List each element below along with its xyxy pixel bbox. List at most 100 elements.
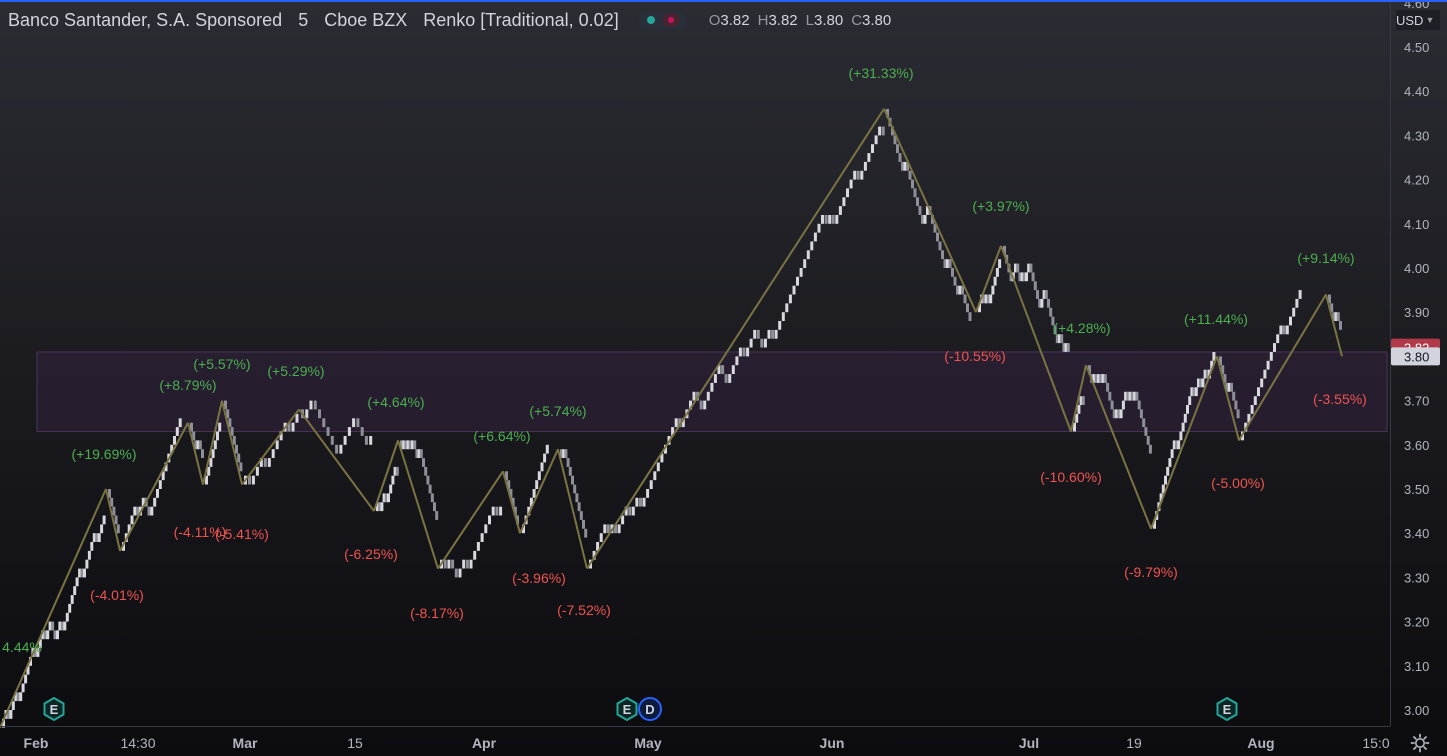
renko-brick — [175, 427, 179, 436]
renko-brick — [1336, 312, 1340, 321]
renko-brick — [178, 418, 182, 428]
renko-brick — [11, 701, 15, 710]
renko-brick — [916, 197, 919, 207]
price-tick-label: 4.10 — [1404, 217, 1429, 232]
renko-brick — [573, 484, 577, 494]
renko-brick — [1108, 391, 1112, 401]
currency-select[interactable]: USD ▼ — [1396, 10, 1440, 30]
renko-brick — [488, 515, 491, 525]
price-badge-shape — [1391, 347, 1440, 366]
renko-brick — [1112, 409, 1116, 419]
renko-brick — [881, 126, 885, 136]
renko-brick — [649, 480, 653, 489]
data-status-icon — [662, 13, 679, 27]
renko-brick — [692, 391, 696, 401]
time-tick-label: Jul — [1019, 735, 1039, 751]
renko-brick — [860, 170, 864, 180]
renko-brick — [1190, 387, 1194, 397]
time-tick-label: Apr — [472, 735, 497, 751]
renko-brick — [263, 458, 267, 467]
renko-brick — [689, 400, 692, 410]
renko-brick — [562, 449, 566, 458]
renko-brick — [1126, 391, 1130, 401]
renko-brick — [584, 528, 588, 538]
renko-brick — [271, 449, 275, 458]
renko-brick — [1328, 294, 1331, 304]
renko-brick — [995, 268, 999, 277]
symbol-title[interactable]: Banco Santander, S.A. Sponsored — [8, 9, 283, 30]
renko-brick — [931, 215, 934, 224]
renko-brick — [156, 489, 159, 498]
renko-brick — [678, 418, 682, 428]
ohlc-open-value: 3.82 — [720, 11, 750, 29]
renko-brick — [1014, 263, 1017, 273]
renko-brick — [1295, 298, 1299, 308]
renko-brick — [635, 497, 639, 507]
settings-button[interactable] — [1408, 731, 1432, 755]
chart-header: Banco Santander, S.A. Sponsored 5 Cboe B… — [8, 8, 891, 32]
renko-brick — [1044, 290, 1048, 299]
renko-brick — [639, 497, 642, 507]
renko-brick — [1146, 436, 1150, 445]
renko-brick — [760, 338, 764, 348]
renko-brick — [1292, 307, 1296, 317]
renko-brick — [1106, 382, 1110, 392]
renko-brick — [1273, 343, 1276, 352]
swing-percent-label: (-10.55%) — [944, 348, 1005, 364]
renko-brick — [893, 135, 897, 145]
renko-brick — [352, 418, 356, 428]
price-tick-label: 4.60 — [1404, 2, 1429, 11]
renko-brick — [205, 475, 208, 485]
chart-type-label[interactable]: Renko [Traditional, 0.02] — [423, 9, 619, 30]
renko-brick — [41, 630, 45, 640]
renko-brick — [218, 422, 222, 432]
renko-brick — [624, 506, 628, 516]
renko-brick — [911, 179, 914, 189]
renko-brick — [1117, 409, 1121, 419]
range-box-layer — [36, 351, 1388, 433]
renko-brick — [1101, 374, 1105, 383]
renko-brick — [133, 506, 137, 516]
renko-brick — [415, 449, 419, 458]
zigzag-segment — [105, 488, 121, 552]
market-status-pill[interactable] — [638, 10, 687, 30]
renko-brick — [376, 502, 379, 512]
renko-brick — [422, 458, 425, 467]
renko-brick — [509, 489, 513, 498]
renko-brick — [1225, 382, 1229, 392]
renko-brick — [522, 524, 525, 534]
price-axis[interactable] — [1390, 2, 1447, 726]
zigzag-segment — [0, 488, 107, 729]
renko-brick — [1055, 334, 1059, 344]
renko-brick — [1159, 493, 1163, 503]
renko-brick — [728, 374, 732, 383]
swing-percent-label: (+5.29%) — [267, 363, 324, 379]
swing-percent-label: (+19.69%) — [72, 446, 137, 462]
renko-brick — [828, 215, 832, 224]
renko-brick — [560, 449, 563, 458]
renko-brick — [1223, 374, 1227, 383]
renko-brick — [1081, 396, 1085, 405]
renko-brick — [153, 497, 157, 507]
renko-brick — [767, 329, 771, 339]
renko-brick — [953, 276, 957, 286]
renko-brick — [963, 294, 967, 304]
interval-label[interactable]: 5 — [298, 9, 309, 30]
renko-brick — [571, 475, 574, 485]
zigzag-segment — [1000, 245, 1072, 432]
zigzag-segment — [1216, 356, 1240, 441]
renko-brick — [173, 436, 176, 445]
renko-brick — [454, 568, 458, 578]
renko-brick — [411, 440, 414, 450]
renko-brick — [1124, 391, 1128, 401]
ohlc-low-label: L — [805, 11, 814, 29]
renko-brick — [1094, 374, 1098, 383]
renko-brick — [724, 374, 728, 383]
time-axis[interactable] — [0, 726, 1390, 756]
renko-brick — [112, 506, 116, 516]
renko-brick — [674, 418, 678, 428]
price-tick-label: 4.40 — [1404, 84, 1429, 99]
renko-brick — [1040, 298, 1044, 308]
renko-brick — [85, 559, 89, 569]
